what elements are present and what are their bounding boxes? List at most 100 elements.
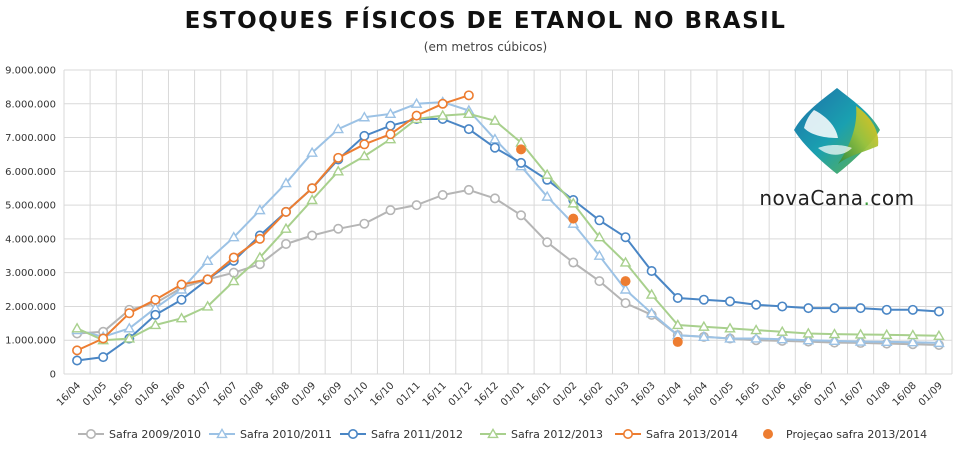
- data-point: [854, 328, 867, 339]
- y-tick-label: 2.000.000: [5, 302, 56, 313]
- x-tick-label: 16/07: [212, 380, 240, 408]
- x-tick-label: 16/11: [421, 380, 449, 408]
- legend-marker: [216, 427, 228, 439]
- data-point: [619, 283, 632, 294]
- data-point: [698, 330, 710, 341]
- novacana-logo-icon: [794, 88, 880, 174]
- data-point: [280, 177, 292, 188]
- data-point: [332, 123, 345, 134]
- data-point: [463, 90, 474, 101]
- legend-label: Safra 2010/2011: [240, 428, 332, 441]
- data-point: [672, 336, 683, 347]
- data-point: [620, 276, 631, 287]
- data-point: [542, 237, 553, 248]
- x-tick-label: 16/07: [839, 380, 867, 408]
- data-point: [698, 294, 709, 305]
- x-tick-label: 16/10: [368, 380, 396, 408]
- data-point: [411, 200, 422, 211]
- data-point: [175, 312, 188, 323]
- x-tick-label: 16/06: [786, 380, 814, 408]
- data-point: [280, 238, 291, 249]
- data-point: [307, 183, 318, 194]
- data-point: [802, 334, 815, 345]
- data-point: [620, 298, 631, 309]
- data-point: [332, 165, 345, 176]
- data-point: [227, 231, 240, 242]
- x-tick-label: 16/06: [159, 380, 187, 408]
- data-point: [724, 322, 736, 333]
- data-point: [72, 355, 83, 366]
- data-point: [227, 275, 240, 286]
- x-tick-label: 16/05: [107, 380, 135, 408]
- legend-item-1: Safra 2010/2011: [209, 427, 332, 441]
- legend-marker: [347, 428, 358, 439]
- y-tick-label: 8.000.000: [5, 99, 56, 110]
- series-5: [516, 144, 683, 347]
- legend-marker: [622, 428, 633, 439]
- data-point: [594, 276, 605, 287]
- data-point: [463, 124, 474, 135]
- data-point: [567, 197, 580, 208]
- data-point: [776, 333, 789, 344]
- x-tick-label: 16/08: [264, 380, 292, 408]
- series-line: [76, 94, 470, 352]
- x-tick-label: 16/04: [55, 380, 83, 408]
- data-point: [881, 304, 892, 315]
- data-point: [933, 306, 944, 317]
- x-tick-label: 01/06: [760, 380, 788, 408]
- series-1: [71, 96, 945, 348]
- legend-label: Safra 2009/2010: [109, 428, 201, 441]
- data-point: [437, 189, 448, 200]
- data-point: [516, 210, 527, 221]
- data-point: [671, 319, 684, 330]
- data-point: [907, 329, 919, 340]
- data-point: [907, 336, 919, 347]
- data-point: [645, 307, 658, 318]
- x-tick-label: 01/05: [708, 380, 736, 408]
- data-point: [98, 352, 109, 363]
- data-point: [358, 111, 371, 122]
- x-tick-label: 16/04: [682, 380, 710, 408]
- legend-marker: [763, 429, 773, 439]
- data-point: [568, 257, 579, 268]
- x-tick-label: 01/07: [186, 380, 214, 408]
- data-point: [750, 324, 762, 335]
- series-line: [76, 112, 939, 342]
- y-tick-label: 7.000.000: [5, 133, 56, 144]
- x-tick-label: 16/08: [891, 380, 919, 408]
- data-point: [880, 328, 893, 339]
- data-point: [124, 308, 135, 319]
- data-point: [750, 332, 762, 343]
- x-tick-label: 01/12: [447, 380, 475, 408]
- legend-label: Safra 2012/2013: [511, 428, 603, 441]
- x-tick-label: 01/08: [865, 380, 893, 408]
- data-point: [672, 292, 683, 303]
- data-point: [307, 230, 318, 241]
- series-3: [71, 107, 945, 345]
- data-point: [385, 120, 396, 131]
- data-point: [436, 109, 449, 120]
- data-point: [645, 288, 658, 299]
- data-point: [280, 206, 291, 217]
- x-tick-label: 01/06: [133, 380, 161, 408]
- data-point: [802, 327, 815, 338]
- data-point: [619, 256, 632, 267]
- data-point: [828, 334, 841, 346]
- data-point: [71, 322, 83, 333]
- data-point: [384, 107, 397, 119]
- series-line: [77, 188, 939, 346]
- data-point: [828, 328, 841, 339]
- data-point: [593, 231, 606, 242]
- data-point: [489, 114, 501, 125]
- data-point: [201, 254, 214, 265]
- x-tick-label: 01/08: [238, 380, 266, 408]
- data-point: [568, 213, 579, 224]
- legend: Safra 2009/2010 Safra 2010/2011 Safra 2011…: [78, 427, 927, 441]
- series-line: [76, 118, 939, 362]
- data-point: [751, 299, 762, 310]
- data-point: [201, 300, 214, 311]
- data-point: [803, 303, 814, 314]
- series-lines: [71, 90, 945, 366]
- data-point: [724, 332, 736, 343]
- data-point: [228, 252, 239, 263]
